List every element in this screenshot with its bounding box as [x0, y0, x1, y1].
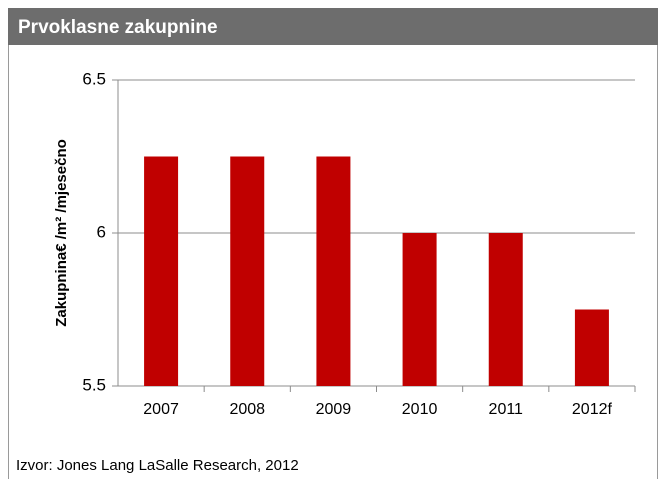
chart-title: Prvoklasne zakupnine [18, 17, 218, 38]
header-bar [8, 8, 658, 45]
source: Izvor: Jones Lang LaSalle Research, 2012 [16, 457, 299, 474]
y-tick-label: 5.5 [82, 375, 106, 394]
x-tick-label: 2012f [572, 401, 613, 418]
bar [144, 156, 179, 386]
bar [574, 309, 609, 386]
bar [488, 233, 523, 386]
y-tick-label: 6.5 [82, 69, 106, 88]
x-tick-label: 2009 [316, 401, 352, 418]
y-tick-label: 6 [97, 222, 106, 241]
bar [402, 233, 437, 386]
x-tick-label: 2008 [229, 401, 265, 418]
x-tick-label: 2007 [143, 401, 179, 418]
x-tick-label: 2011 [489, 401, 524, 418]
x-tick-label: 2010 [402, 401, 438, 418]
y-axis-label: Zakupnina€ /m² /mjesečno [53, 139, 70, 327]
bar [316, 156, 351, 386]
bar [230, 156, 265, 386]
